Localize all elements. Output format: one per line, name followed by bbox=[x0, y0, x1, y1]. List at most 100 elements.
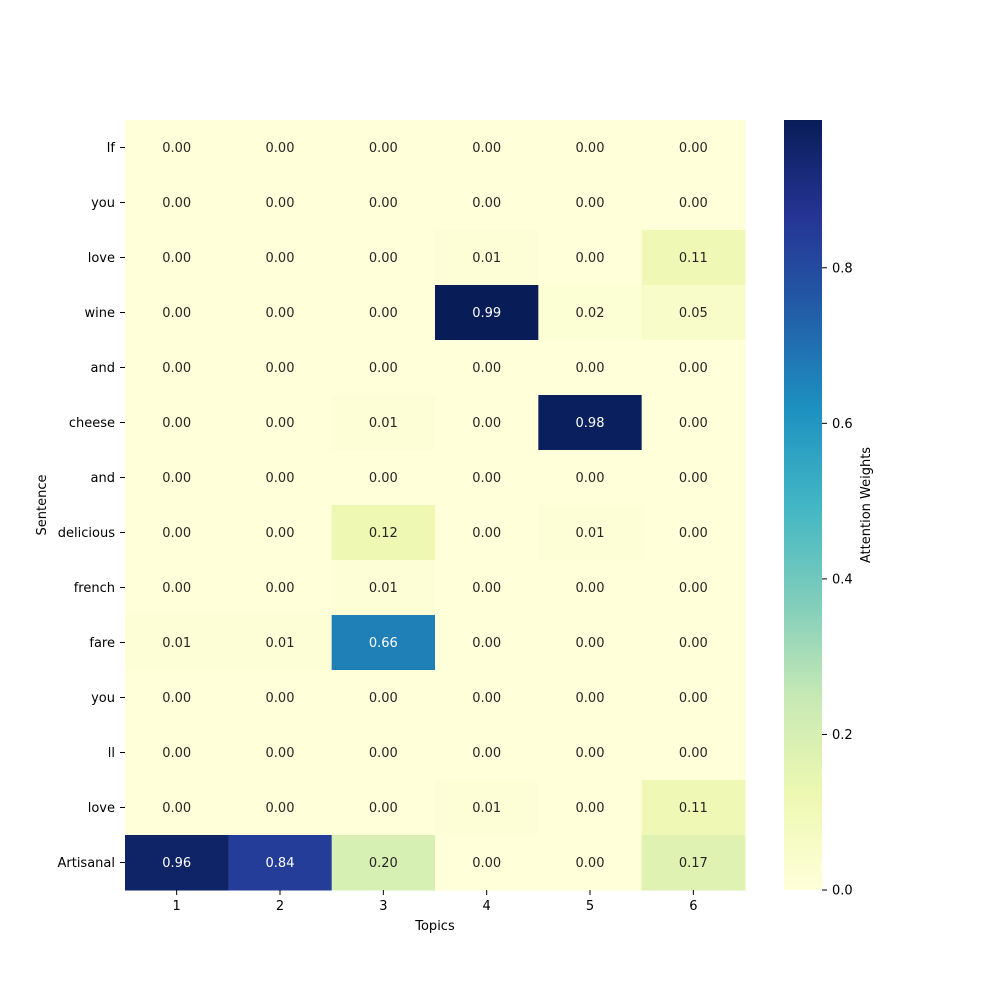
y-tick-label: wine bbox=[85, 306, 115, 321]
cell-value-label: 0.00 bbox=[576, 581, 605, 596]
heatmap-cell bbox=[331, 120, 436, 176]
heatmap-cell bbox=[125, 560, 229, 616]
x-tick-label: 3 bbox=[379, 899, 387, 914]
heatmap-cell bbox=[228, 505, 333, 561]
cell-value-label: 0.00 bbox=[266, 526, 295, 541]
y-tick-label: french bbox=[74, 581, 115, 596]
x-tick-label: 6 bbox=[689, 899, 697, 914]
heatmap-cell bbox=[538, 560, 643, 616]
cell-value-label: 0.00 bbox=[576, 801, 605, 816]
cell-value-label: 0.00 bbox=[679, 196, 708, 211]
heatmap-cell bbox=[228, 835, 333, 891]
heatmap-cell bbox=[435, 230, 539, 286]
cell-value-label: 0.00 bbox=[369, 746, 398, 761]
cell-value-label: 0.00 bbox=[266, 471, 295, 486]
cell-value-label: 0.00 bbox=[162, 416, 191, 431]
heatmap-cell bbox=[228, 615, 333, 671]
cell-value-label: 0.00 bbox=[369, 141, 398, 156]
cell-value-label: 0.66 bbox=[369, 636, 398, 651]
heatmap-cell bbox=[435, 670, 539, 726]
heatmap-cell bbox=[538, 450, 643, 506]
cell-value-label: 0.00 bbox=[679, 691, 708, 706]
y-tick-label: and bbox=[91, 361, 115, 376]
cell-value-label: 0.00 bbox=[576, 636, 605, 651]
y-tick-label: fare bbox=[89, 636, 115, 651]
cell-value-label: 0.17 bbox=[679, 856, 708, 871]
heatmap-cell bbox=[125, 175, 229, 231]
heatmap-cell bbox=[538, 670, 643, 726]
heatmap-cell bbox=[435, 395, 539, 451]
heatmap-cell bbox=[641, 725, 746, 781]
heatmap-cell bbox=[125, 615, 229, 671]
cell-value-label: 0.00 bbox=[472, 526, 501, 541]
heatmap-cell bbox=[228, 670, 333, 726]
colorbar-tick-label: 0.6 bbox=[832, 417, 853, 432]
heatmap-cell bbox=[125, 120, 229, 176]
y-tick-label: Artisanal bbox=[57, 856, 115, 871]
heatmap-cell bbox=[228, 340, 333, 396]
cell-value-label: 0.00 bbox=[679, 361, 708, 376]
heatmap-cell bbox=[125, 780, 229, 836]
cell-value-label: 0.00 bbox=[472, 416, 501, 431]
cell-value-label: 0.00 bbox=[266, 581, 295, 596]
heatmap-cell bbox=[228, 120, 333, 176]
heatmap-cell bbox=[331, 395, 436, 451]
cell-value-label: 0.20 bbox=[369, 856, 398, 871]
cell-value-label: 0.00 bbox=[576, 691, 605, 706]
cell-value-label: 0.01 bbox=[266, 636, 295, 651]
cell-value-label: 0.01 bbox=[369, 581, 398, 596]
heatmap-cell bbox=[228, 725, 333, 781]
heatmap-cell bbox=[331, 560, 436, 616]
x-tick-label: 1 bbox=[173, 899, 181, 914]
heatmap-cell bbox=[538, 395, 643, 451]
cell-value-label: 0.00 bbox=[472, 581, 501, 596]
heatmap-cell bbox=[435, 780, 539, 836]
cell-value-label: 0.00 bbox=[679, 636, 708, 651]
cell-value-label: 0.01 bbox=[162, 636, 191, 651]
cell-value-label: 0.01 bbox=[472, 251, 501, 266]
heatmap-cell bbox=[538, 175, 643, 231]
colorbar-tick-label: 0.0 bbox=[832, 884, 853, 899]
heatmap-cell bbox=[125, 725, 229, 781]
cell-value-label: 0.00 bbox=[472, 471, 501, 486]
cell-value-label: 0.98 bbox=[576, 416, 605, 431]
cell-value-label: 0.11 bbox=[679, 801, 708, 816]
heatmap-cell bbox=[641, 395, 746, 451]
cell-value-label: 0.96 bbox=[162, 856, 191, 871]
heatmap-cell bbox=[331, 505, 436, 561]
y-tick-label: you bbox=[91, 691, 115, 706]
heatmap-cell bbox=[331, 285, 436, 341]
heatmap-cell bbox=[435, 120, 539, 176]
cell-value-label: 0.00 bbox=[369, 361, 398, 376]
cell-value-label: 0.00 bbox=[679, 581, 708, 596]
cell-value-label: 0.00 bbox=[162, 746, 191, 761]
cell-value-label: 0.00 bbox=[162, 251, 191, 266]
heatmap-cell bbox=[435, 340, 539, 396]
heatmap-cell bbox=[331, 230, 436, 286]
heatmap-cell bbox=[538, 340, 643, 396]
heatmap-cell bbox=[641, 230, 746, 286]
cell-value-label: 0.00 bbox=[266, 416, 295, 431]
cell-value-label: 0.00 bbox=[679, 526, 708, 541]
colorbar-ticks: 0.0 0.2 0.4 0.6 0.8 bbox=[822, 261, 853, 899]
heatmap-cell bbox=[641, 780, 746, 836]
cell-value-label: 0.00 bbox=[576, 251, 605, 266]
cell-value-label: 0.00 bbox=[266, 251, 295, 266]
heatmap-cell bbox=[641, 835, 746, 891]
cell-value-label: 0.00 bbox=[162, 691, 191, 706]
heatmap-cell bbox=[435, 725, 539, 781]
cell-value-label: 0.00 bbox=[162, 196, 191, 211]
cell-value-label: 0.12 bbox=[369, 526, 398, 541]
cell-value-label: 0.00 bbox=[162, 141, 191, 156]
cell-value-label: 0.00 bbox=[679, 471, 708, 486]
x-tick-label: 5 bbox=[586, 899, 594, 914]
cell-value-label: 0.00 bbox=[162, 306, 191, 321]
heatmap-cell bbox=[641, 340, 746, 396]
heatmap-cell bbox=[538, 285, 643, 341]
heatmap-cell bbox=[435, 615, 539, 671]
cell-value-label: 0.00 bbox=[472, 196, 501, 211]
heatmap-cell bbox=[641, 120, 746, 176]
heatmap-cell bbox=[331, 835, 436, 891]
heatmap-cell bbox=[538, 230, 643, 286]
